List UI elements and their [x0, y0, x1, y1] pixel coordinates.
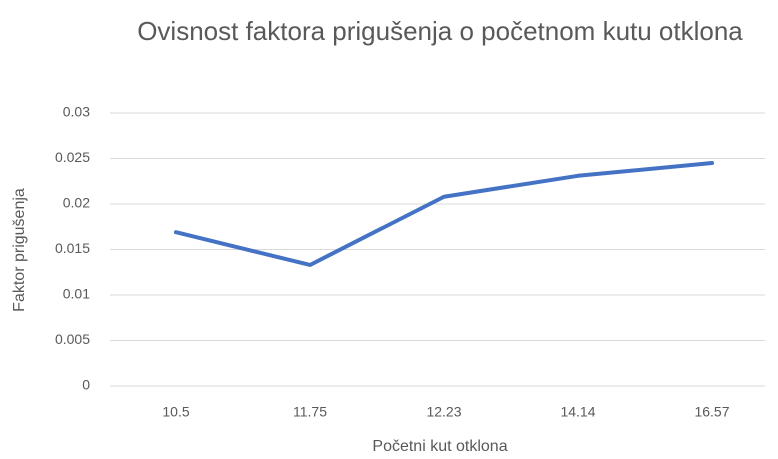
- x-tick-label: 11.75: [293, 404, 327, 420]
- chart-title: Ovisnost faktora prigušenja o početnom k…: [137, 16, 743, 46]
- y-tick-label: 0.005: [55, 331, 90, 347]
- x-axis-label: Početni kut otklona: [372, 438, 507, 455]
- y-tick-label: 0.03: [63, 104, 90, 120]
- y-tick-label: 0: [82, 377, 90, 393]
- y-tick-label: 0.01: [63, 286, 90, 302]
- x-tick-label: 12.23: [426, 404, 461, 420]
- y-tick-label: 0.015: [55, 240, 90, 256]
- y-axis-label: Faktor prigušenja: [11, 188, 28, 312]
- x-tick-label: 16.57: [694, 404, 729, 420]
- y-tick-label: 0.025: [55, 149, 90, 165]
- x-tick-label: 14.14: [560, 404, 595, 420]
- y-tick-label: 0.02: [63, 195, 90, 211]
- x-tick-label: 10.5: [162, 404, 189, 420]
- data-line: [174, 161, 714, 267]
